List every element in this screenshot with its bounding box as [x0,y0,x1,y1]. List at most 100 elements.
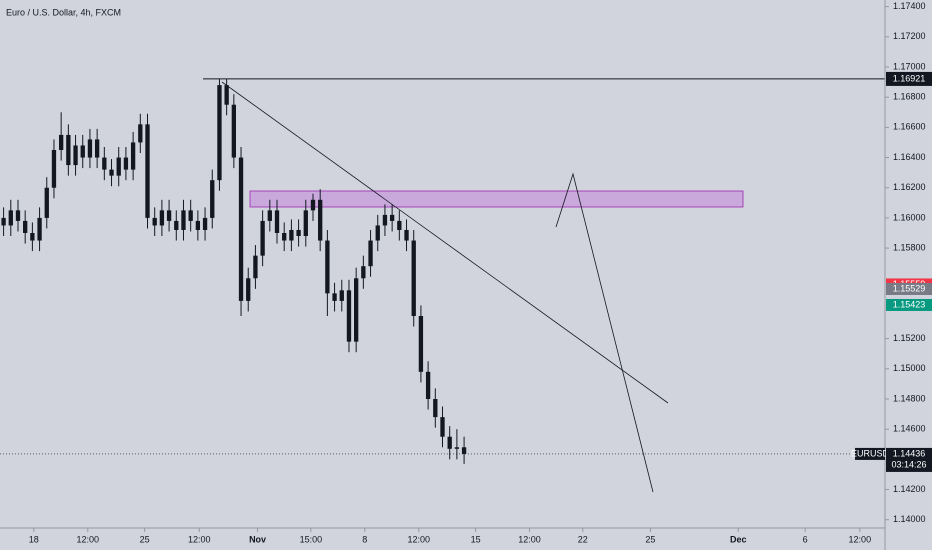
y-tick-label: 1.17000 [893,61,926,71]
x-tick-label: 25 [645,534,655,544]
y-tick-label: 1.17400 [893,1,926,11]
candle-body [397,220,402,230]
candle-body [23,220,28,233]
candle-body [325,240,330,294]
countdown-label: 03:14:26 [891,459,926,469]
candle-body [375,225,380,241]
x-tick-label: 12:00 [849,534,872,544]
x-tick-label: 12:00 [77,534,100,544]
x-tick-label: 15:00 [300,534,323,544]
candle-body [188,210,193,221]
candle-body [332,293,337,301]
candle-body [224,85,229,105]
candle-body [346,290,352,342]
candle-body [152,217,157,226]
x-tick-label: Nov [249,534,266,544]
candle-body [267,210,272,221]
candle-body [8,210,13,226]
symbol-label: EURUSD [851,448,890,458]
y-tick-label: 1.17200 [893,31,926,41]
price-badge [886,298,932,311]
candle-body [253,255,258,279]
candle-body [44,187,49,218]
x-tick-label: 6 [803,534,808,544]
x-tick-label: 12:00 [407,534,430,544]
candle-body [318,199,323,241]
candle-body [116,157,121,176]
candle-body [51,150,57,188]
candle-body [433,398,438,418]
candle-body [94,139,100,158]
candle-body [382,214,388,226]
y-tick-label: 1.14800 [893,393,926,403]
y-tick-label: 1.16800 [893,92,926,102]
candle-body [80,145,85,158]
price-badge [886,282,932,295]
candle-body [166,210,172,221]
candle-body [425,371,431,399]
candle-body [447,436,452,449]
candle-body [289,229,294,241]
symbol-badge [855,447,885,460]
x-tick-label: 15 [471,534,481,544]
candle-body [260,220,265,256]
candle-body [174,220,179,230]
y-tick-label: 1.16400 [893,152,926,162]
candle-body [1,217,6,226]
y-tick-label: 1.15000 [893,363,926,373]
candle-body [210,180,215,218]
candle-body [37,217,42,241]
price-badge-label: 1.14436 [893,448,926,458]
price-badge-label: 1.15423 [893,299,926,309]
candle-body [130,142,136,170]
candle-body [109,169,114,176]
candle-body [159,210,165,226]
price-badge [886,71,932,86]
x-tick-label: 8 [362,534,367,544]
candle-body [123,157,129,170]
zone-rectangle [249,190,744,208]
y-tick-label: 1.15800 [893,242,926,252]
y-tick-label: 1.15200 [893,333,926,343]
candle-body [440,417,445,437]
candle-body [87,139,93,158]
candle-body [310,199,316,211]
candle-body [303,210,308,237]
candle-body [389,214,395,221]
plot-area [0,78,885,493]
x-tick-label: 12:00 [518,534,541,544]
candle-body [461,447,467,454]
candle-body [418,315,424,372]
candle-body [195,220,201,230]
candle-body [15,210,21,221]
candle-body [217,85,222,181]
candle-body [361,266,366,279]
x-tick-label: 12:00 [188,534,211,544]
candle-body [58,134,64,150]
y-tick-label: 1.14000 [893,514,926,524]
y-tick-label: 1.14200 [893,484,926,494]
candle-body [454,447,460,449]
chart-title: Euro / U.S. Dollar, 4h, FXCM [6,7,121,17]
candle-body [404,229,409,241]
path-drawing [555,172,654,493]
y-tick-label: 1.16600 [893,122,926,132]
candle-body [296,229,301,237]
candle-body [411,240,416,316]
candle-body [353,278,359,342]
candle-body [274,210,280,233]
x-tick-label: 22 [578,534,588,544]
price-badge [886,447,932,472]
candle-body [138,124,143,143]
candle-body [368,240,373,267]
x-tick-label: Dec [730,534,747,544]
candle-body [181,210,186,230]
candle-body [73,145,78,166]
candle-body [145,124,150,218]
candle-body [339,290,344,301]
candle-body [202,217,208,230]
x-tick-label: 18 [29,534,39,544]
candle-body [30,232,35,241]
